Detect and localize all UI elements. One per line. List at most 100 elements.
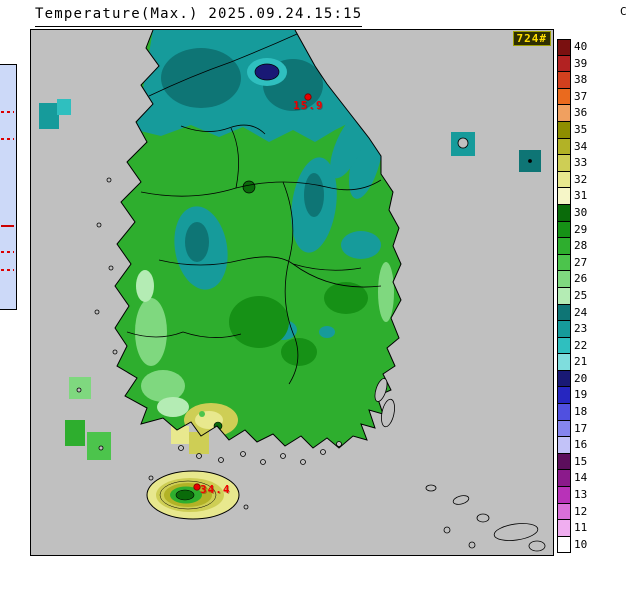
colorbar-tick-label: 21 [574, 355, 588, 369]
colorbar-step-36: 36 [557, 105, 587, 122]
colorbar-swatch [557, 88, 571, 106]
colorbar-step-19: 19 [557, 387, 588, 405]
colorbar-step-11: 11 [557, 520, 587, 537]
colorbar-swatch [557, 221, 571, 239]
colorbar-tick-label: 12 [574, 504, 588, 518]
colorbar-swatch [557, 55, 571, 73]
coldest-spot [254, 63, 280, 81]
colorbar-tick-label: 14 [574, 471, 588, 485]
map-canvas[interactable]: 724# 15.9 34.4 [30, 29, 554, 556]
fragment-dashed-line [1, 138, 14, 140]
colorbar-swatch [557, 304, 571, 322]
colorbar-swatch [557, 420, 571, 438]
colorbar-swatch [557, 105, 571, 122]
colorbar-step-34: 34 [557, 138, 588, 156]
colorbar-tick-label: 34 [574, 139, 588, 153]
colorbar-tick-label: 40 [574, 40, 588, 53]
temperature-shading [135, 30, 394, 437]
colorbar-step-39: 39 [557, 55, 587, 73]
colorbar-tick-label: 23 [574, 322, 588, 336]
korea-temperature-map-svg [31, 30, 553, 555]
jeju-island [146, 470, 240, 520]
colorbar-tick-label: 22 [574, 338, 588, 352]
colorbar-swatch [557, 204, 571, 222]
colorbar-step-38: 38 [557, 72, 587, 89]
colorbar-step-13: 13 [557, 487, 587, 504]
colorbar-swatch [557, 370, 571, 388]
offshore-data-cells [39, 99, 541, 460]
colorbar-tick-label: 30 [574, 205, 588, 219]
dokdo-dot [528, 159, 532, 163]
colorbar-tick-label: 16 [574, 438, 588, 452]
colorbar-swatch [557, 271, 571, 288]
page-title: Temperature(Max.) 2025.09.24.15:15 [35, 6, 363, 27]
colorbar-tick-label: 33 [574, 156, 588, 170]
colorbar-swatch [557, 121, 571, 139]
colorbar-tick-label: 26 [574, 272, 588, 286]
station-dot-north [304, 93, 312, 101]
colorbar-step-25: 25 [557, 287, 587, 305]
colorbar-tick-label: 13 [574, 488, 588, 502]
colorbar-tick-label: 17 [574, 421, 588, 435]
colorbar-swatch [557, 487, 571, 504]
colorbar-tick-label: 35 [574, 122, 588, 136]
colorbar-step-40: 40 [557, 39, 587, 56]
colorbar-step-16: 16 [557, 437, 587, 454]
colorbar-swatch [557, 387, 571, 405]
colorbar-swatch [557, 138, 571, 156]
colorbar-tick-label: 31 [574, 189, 588, 203]
tsushima-south [381, 398, 395, 428]
colorbar-swatch [557, 337, 571, 355]
colorbar-swatch [557, 536, 571, 554]
colorbar-swatch [557, 155, 571, 172]
colorbar-tick-label: 20 [574, 371, 588, 385]
station-markers [193, 93, 312, 491]
fragment-dashed-line [1, 269, 14, 271]
colorbar-tick-label: 18 [574, 405, 588, 419]
colorbar-swatch [557, 354, 571, 371]
colorbar-step-12: 12 [557, 503, 588, 521]
colorbar-swatch [557, 470, 571, 488]
temperature-colorbar: 40 39 38 37 36 35 34 33 32 31 30 29 28 27 26 25 24 23 22 21… [557, 39, 588, 554]
colorbar-swatch [557, 520, 571, 537]
colorbar-step-14: 14 [557, 470, 588, 488]
ulleungdo-outline [457, 137, 469, 149]
colorbar-step-21: 21 [557, 354, 587, 371]
tsushima-north [374, 378, 388, 402]
colorbar-step-32: 32 [557, 171, 587, 189]
colorbar-step-24: 24 [557, 304, 588, 322]
colorbar-tick-label: 27 [574, 255, 588, 269]
colorbar-tick-label: 19 [574, 388, 588, 402]
fragment-dashed-line [1, 111, 14, 113]
colorbar-step-26: 26 [557, 271, 587, 288]
colorbar-swatch [557, 238, 571, 255]
colorbar-swatch [557, 437, 571, 454]
colorbar-swatch [557, 188, 571, 205]
fragment-solid-line [1, 225, 14, 227]
colorbar-step-17: 17 [557, 420, 588, 438]
colorbar-step-20: 20 [557, 370, 588, 388]
colorbar-swatch [557, 39, 571, 56]
colorbar-step-18: 18 [557, 404, 587, 421]
province-borders [126, 33, 382, 385]
colorbar-step-27: 27 [557, 254, 588, 272]
mainland-landmass [115, 30, 401, 448]
colorbar-tick-label: 10 [574, 537, 588, 551]
station-value-jeju: 34.4 [200, 483, 231, 496]
island-outlines [76, 137, 546, 552]
left-window-fragment [0, 64, 17, 310]
station-count-badge: 724# [512, 31, 551, 46]
colorbar-tick-label: 11 [574, 521, 588, 535]
colorbar-step-10: 10 [557, 536, 588, 554]
colorbar-step-30: 30 [557, 204, 588, 222]
colorbar-swatch [557, 453, 571, 471]
colorbar-tick-label: 38 [574, 73, 588, 87]
station-value-north: 15.9 [293, 99, 324, 112]
station-dot-jeju [193, 483, 201, 491]
colorbar-tick-label: 24 [574, 305, 588, 319]
colorbar-tick-label: 15 [574, 454, 588, 468]
colorbar-step-35: 35 [557, 121, 588, 139]
colorbar-swatch [557, 404, 571, 421]
colorbar-tick-label: 28 [574, 239, 588, 253]
